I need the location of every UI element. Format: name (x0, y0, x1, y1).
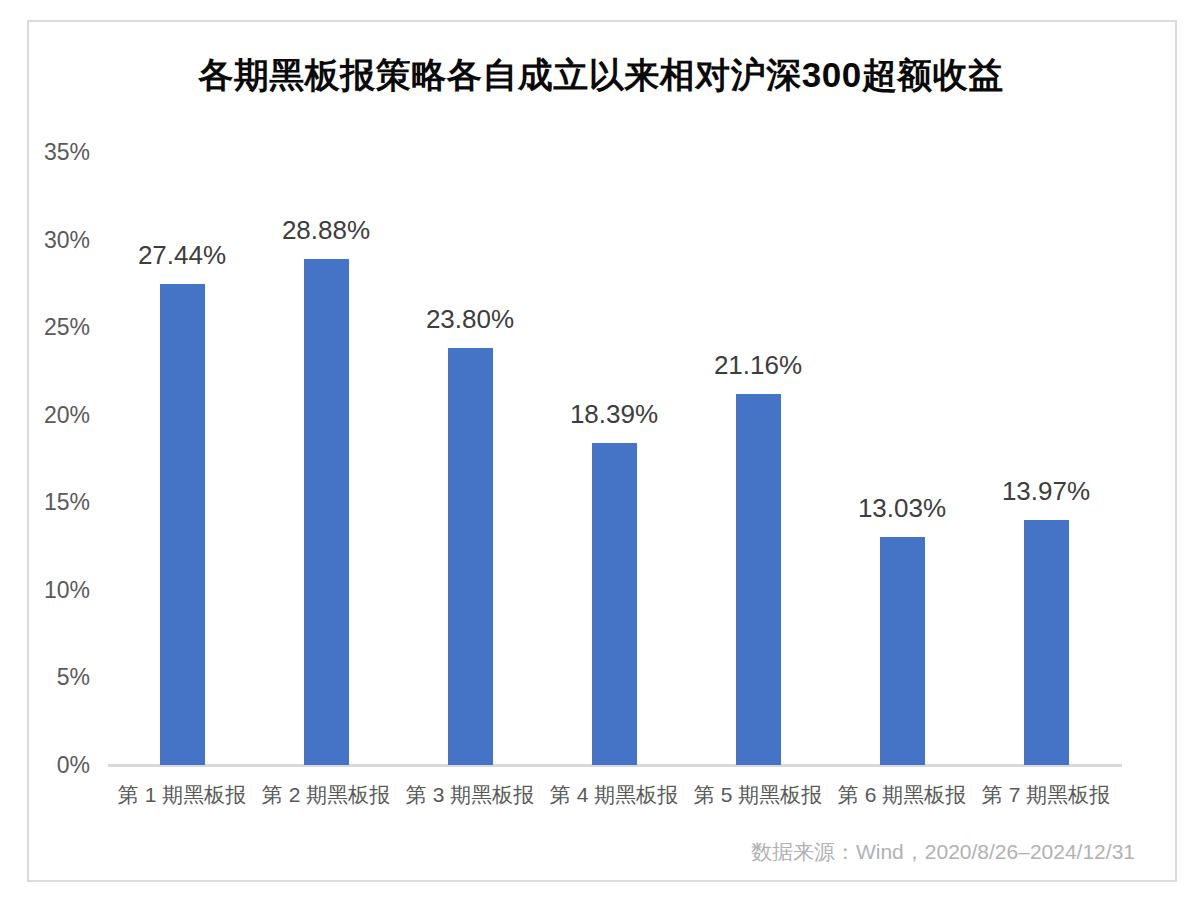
y-axis: 0%5%10%15%20%25%30%35% (28, 152, 90, 765)
bar-value-label: 23.80% (378, 304, 562, 335)
bar-slot: 13.03%第 6 期黑板报 (830, 152, 974, 765)
bar-value-label: 13.97% (954, 476, 1138, 507)
plot-area: 27.44%第 1 期黑板报28.88%第 2 期黑板报23.80%第 3 期黑… (110, 152, 1118, 765)
bar-slot: 18.39%第 4 期黑板报 (542, 152, 686, 765)
bar (592, 443, 637, 765)
bar-value-label: 18.39% (522, 399, 706, 430)
bar-slot: 28.88%第 2 期黑板报 (254, 152, 398, 765)
bar (736, 394, 781, 765)
bar (1024, 520, 1069, 765)
chart-canvas: 各期黑板报策略各自成立以来相对沪深300超额收益 0% 5% 10% 15% 20% 25… (0, 0, 1202, 912)
y-axis-tick-label: 5% (57, 664, 90, 691)
bar-slot: 27.44%第 1 期黑板报 (110, 152, 254, 765)
bar (160, 284, 205, 765)
bar-value-label: 21.16% (666, 350, 850, 381)
y-axis-tick-label: 25% (44, 314, 90, 341)
bar-slot: 13.97%第 7 期黑板报 (974, 152, 1118, 765)
bar (448, 348, 493, 765)
chart-title: 各期黑板报策略各自成立以来相对沪深300超额收益 (0, 52, 1202, 99)
y-axis-tick-label: 20% (44, 401, 90, 428)
category-label: 第 4 期黑板报 (532, 781, 696, 809)
data-source-note: 数据来源：Wind，2020/8/26–2024/12/31 (751, 838, 1135, 866)
category-label: 第 7 期黑板报 (964, 781, 1128, 809)
category-label: 第 3 期黑板报 (388, 781, 552, 809)
category-label: 第 5 期黑板报 (676, 781, 840, 809)
y-axis-tick-label: 15% (44, 489, 90, 516)
y-axis-tick-label: 10% (44, 576, 90, 603)
bar (880, 537, 925, 765)
y-axis-tick-label: 35% (44, 139, 90, 166)
bar-value-label: 28.88% (234, 215, 418, 246)
y-axis-tick-label: 0% (57, 752, 90, 779)
bar-slot: 21.16%第 5 期黑板报 (686, 152, 830, 765)
bar (304, 259, 349, 765)
category-label: 第 6 期黑板报 (820, 781, 984, 809)
bar-slot: 23.80%第 3 期黑板报 (398, 152, 542, 765)
category-label: 第 1 期黑板报 (100, 781, 264, 809)
category-label: 第 2 期黑板报 (244, 781, 408, 809)
y-axis-tick-label: 30% (44, 226, 90, 253)
